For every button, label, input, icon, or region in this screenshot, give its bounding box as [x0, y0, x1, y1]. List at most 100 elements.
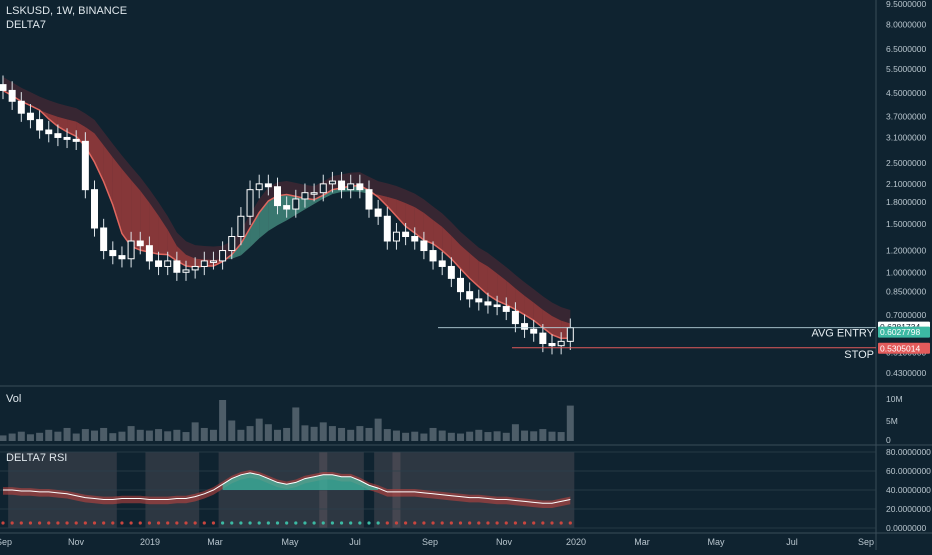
rsi-signal-dot [532, 521, 536, 525]
time-tick-label: Nov [68, 537, 85, 547]
rsi-signal-dot [184, 521, 188, 525]
volume-tick-label: 10M [886, 394, 903, 404]
price-tick-label: 6.5000000 [886, 44, 926, 54]
rsi-signal-dot [28, 521, 33, 525]
time-tick-label: Jul [349, 537, 361, 547]
rsi-signal-dot [376, 521, 380, 525]
indicator-label[interactable]: DELTA7 [6, 19, 46, 31]
candle-body [26, 112, 34, 121]
volume-bar [411, 431, 419, 441]
time-tick-label: Nov [496, 537, 513, 547]
candle-body [511, 310, 519, 325]
candle-body [493, 304, 501, 308]
volume-bar [365, 427, 373, 441]
rsi-signal-dot [285, 521, 289, 525]
volume-bar [310, 426, 318, 441]
candle-body [521, 323, 529, 330]
candle-body [8, 89, 16, 102]
candle-body [182, 269, 190, 273]
rsi-signal-dot [47, 521, 51, 525]
candle-body [45, 129, 53, 135]
rsi-signal-dot [129, 521, 133, 525]
candle-body [438, 260, 446, 267]
time-tick-label: Sep [422, 537, 438, 547]
volume-tick-label: 0 [886, 435, 891, 445]
candle-body [466, 291, 474, 300]
volume-bar [392, 430, 400, 441]
bear-band-segment [469, 253, 479, 287]
volume-bar [8, 433, 16, 441]
volume-bar [191, 422, 199, 441]
rsi-signal-dot [367, 521, 371, 525]
rsi-signal-dot [147, 521, 151, 525]
bear-band-segment [487, 266, 498, 301]
volume-pane-label[interactable]: Vol [6, 393, 22, 405]
candle-body [420, 240, 428, 252]
candle-body [63, 136, 71, 140]
rsi-signal-dot [211, 521, 216, 525]
rsi-signal-dot [56, 521, 60, 525]
rsi-signal-dot [522, 521, 527, 525]
rsi-signal-dot [166, 521, 170, 525]
avg-entry-badge-bg [878, 326, 930, 338]
bull-band-segment [250, 212, 260, 248]
candle-body [274, 186, 281, 207]
bear-band-segment [158, 215, 168, 255]
candle-body [100, 227, 108, 252]
time-tick-label: May [281, 537, 299, 547]
candle-body [173, 260, 181, 273]
volume-bar [182, 432, 190, 441]
rsi-signal-dot [541, 521, 545, 525]
volume-bar [283, 427, 291, 441]
volume-bar [0, 435, 7, 441]
candle-body [17, 100, 25, 114]
time-tick-label: Mar [634, 537, 650, 547]
candle-body [475, 298, 483, 303]
bear-band-segment [387, 196, 397, 217]
volume-bar [383, 429, 391, 441]
candle-body [338, 180, 346, 191]
symbol-title[interactable]: LSKUSD, 1W, BINANCE [6, 5, 128, 17]
candle-body [145, 245, 153, 262]
price-tick-label: 2.1000000 [886, 179, 926, 189]
time-tick-label: Sep [858, 537, 874, 547]
candle-body [566, 327, 574, 342]
time-tick-label: May [707, 537, 725, 547]
bear-band-segment [94, 133, 104, 182]
rsi-pane-label[interactable]: DELTA7 RSI [6, 452, 68, 464]
avg-entry-badge: 0.6027798 [880, 327, 920, 337]
bear-band-segment [85, 126, 95, 163]
bear-band-segment [478, 261, 488, 295]
volume-bar [548, 431, 556, 441]
rsi-signal-dot [10, 521, 14, 525]
candle-body [91, 189, 98, 229]
time-tick-label: Sep [0, 537, 12, 547]
bear-band-segment [57, 116, 68, 132]
volume-bar [173, 429, 181, 441]
bear-band-segment [524, 295, 534, 321]
bear-band-segment [103, 145, 113, 205]
volume-bar [420, 433, 428, 441]
rsi-signal-dot [102, 521, 106, 525]
volume-bar [200, 427, 208, 441]
volume-bar [319, 422, 327, 441]
stop-badge-bg [878, 342, 930, 354]
volume-bar [219, 400, 227, 441]
candle-body [191, 265, 199, 271]
stop-label: STOP [844, 349, 874, 361]
rsi-signal-dot [477, 521, 481, 525]
rsi-signal-dot [513, 521, 518, 525]
price-tick-label: 0.8500000 [886, 287, 926, 297]
volume-bar [511, 424, 519, 441]
bear-band-segment [423, 212, 434, 244]
price-tick-label: 1.2000000 [886, 246, 926, 256]
bear-band-segment [131, 179, 141, 251]
volume-bar [502, 432, 510, 441]
candle-body [36, 119, 44, 131]
volume-bar [127, 426, 135, 441]
bear-band-segment [414, 207, 424, 241]
candle-body [136, 240, 144, 247]
rsi-signal-dot [312, 521, 316, 525]
